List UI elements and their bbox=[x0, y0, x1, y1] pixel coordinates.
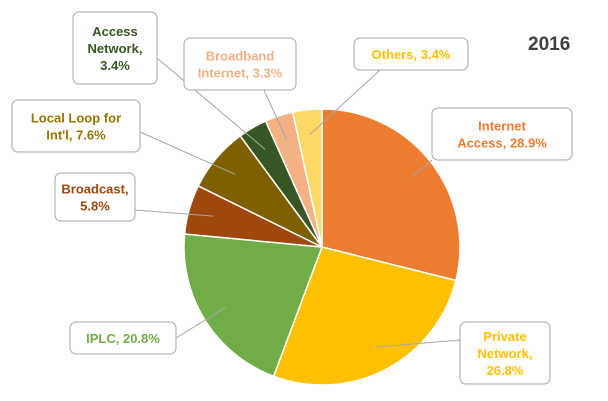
callout-leader bbox=[156, 57, 266, 150]
slice-label: Private Network, 26.8% bbox=[478, 329, 533, 378]
callout-leader bbox=[309, 69, 381, 135]
callout-box bbox=[72, 11, 158, 85]
pie-slice-private-network bbox=[272, 246, 457, 386]
slice-label: Others, 3.4% bbox=[372, 47, 451, 62]
callout-leader bbox=[374, 339, 461, 348]
callout-box bbox=[69, 321, 177, 355]
callout-leader bbox=[134, 209, 214, 217]
callout-box bbox=[353, 37, 469, 71]
callout-leader bbox=[139, 131, 236, 175]
callout-box bbox=[54, 172, 136, 222]
callout-box bbox=[459, 321, 551, 385]
callout-leader bbox=[263, 89, 288, 140]
slice-label: Local Loop for Int'l, 7.6% bbox=[31, 111, 121, 143]
pie-slice-others bbox=[291, 108, 323, 248]
slice-label: Internet Access, 28.9% bbox=[457, 119, 547, 151]
slice-label: Broadcast, 5.8% bbox=[61, 182, 128, 214]
callouts: Internet Access, 28.9% Private Network, 26.8… bbox=[11, 11, 573, 385]
callout-leader bbox=[175, 306, 227, 339]
pie-slices bbox=[183, 108, 461, 386]
callout-box bbox=[431, 107, 573, 161]
callout-box bbox=[11, 99, 141, 153]
chart-title: 2016 bbox=[528, 34, 571, 55]
callout-box bbox=[183, 37, 297, 91]
pie-slice-internet-access bbox=[321, 108, 461, 282]
slice-label: Access Network, 3.4% bbox=[88, 24, 143, 73]
slice-label: Broadband Internet, 3.3% bbox=[198, 49, 283, 81]
callout-leader bbox=[410, 159, 433, 178]
slice-label: IPLC, 20.8% bbox=[86, 331, 160, 346]
